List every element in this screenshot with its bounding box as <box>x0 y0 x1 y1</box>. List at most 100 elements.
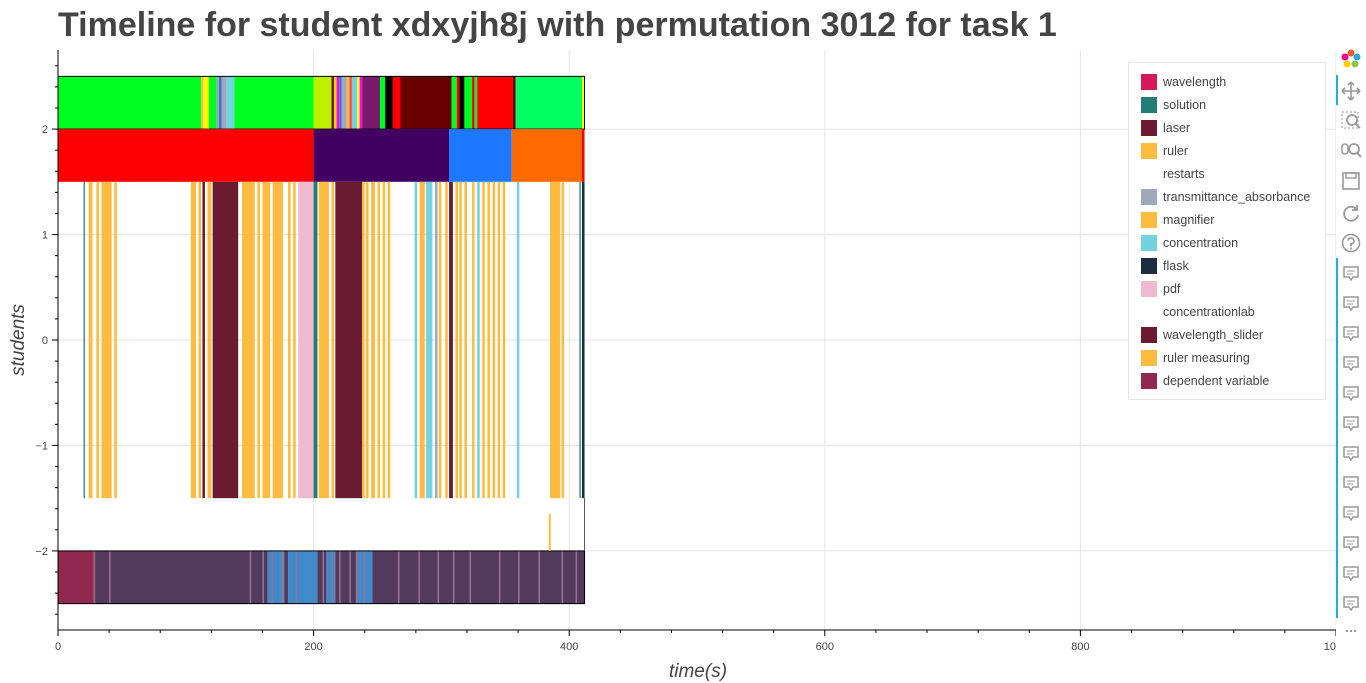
hover-icon[interactable] <box>1340 263 1362 285</box>
timeline-segment <box>88 181 93 499</box>
legend-item[interactable]: laser <box>1129 118 1325 141</box>
timeline-segment <box>281 550 284 604</box>
save-icon[interactable] <box>1340 170 1362 192</box>
hover-icon[interactable] <box>1340 503 1362 525</box>
legend: wavelength solution laser ruler restarts tran… <box>1128 62 1326 400</box>
legend-item[interactable]: solution <box>1129 95 1325 118</box>
timeline-segment <box>96 181 99 499</box>
timeline-segment <box>579 181 581 499</box>
timeline-segment <box>451 76 457 130</box>
timeline-plot[interactable]: 0 200 400 600 800 1000 2 1 0 −1 −2 time(s) student… <box>0 0 1336 683</box>
timeline-segment <box>216 76 220 130</box>
hover-icon[interactable] <box>1340 293 1362 315</box>
timeline-segment <box>445 181 448 499</box>
hover-icon[interactable] <box>1340 383 1362 405</box>
legend-swatch <box>1141 97 1157 113</box>
timeline-segment <box>201 76 204 130</box>
legend-swatch <box>1141 212 1157 228</box>
legend-item[interactable]: ruler measuring <box>1129 348 1325 371</box>
legend-item[interactable]: concentration <box>1129 233 1325 256</box>
pan-icon[interactable] <box>1340 80 1362 102</box>
box-zoom-icon[interactable] <box>1340 110 1362 132</box>
timeline-segment <box>298 181 312 499</box>
timeline-segment <box>435 181 438 499</box>
timeline-segment <box>351 76 358 130</box>
timeline-segment <box>346 76 350 130</box>
timeline-segment <box>95 550 268 604</box>
timeline-segment <box>293 181 296 499</box>
timeline-segment <box>487 181 490 499</box>
legend-swatch <box>1141 350 1157 366</box>
timeline-segment <box>456 76 460 130</box>
timeline-segment <box>362 76 381 130</box>
timeline-segment <box>511 129 582 182</box>
reset-icon[interactable] <box>1340 202 1362 224</box>
hover-icon[interactable] <box>1340 533 1362 555</box>
legend-label: concentration <box>1163 236 1239 250</box>
x-tick-label: 1000 <box>1324 641 1336 653</box>
timeline-segment <box>449 181 453 499</box>
timeline-segment <box>234 76 314 130</box>
hover-icon[interactable] <box>1340 323 1362 345</box>
restart-marker <box>548 514 551 551</box>
timeline-segment <box>58 550 94 604</box>
timeline-segment <box>469 550 472 604</box>
timeline-segment <box>207 181 212 499</box>
legend-item[interactable]: ruler <box>1129 141 1325 164</box>
timeline-segment <box>538 550 541 604</box>
timeline-segment <box>257 181 260 499</box>
timeline-segment <box>357 76 360 130</box>
hover-icon[interactable] <box>1340 473 1362 495</box>
help-icon[interactable] <box>1340 232 1362 254</box>
legend-item[interactable]: concentrationlab <box>1129 302 1325 325</box>
mores-icon[interactable] <box>1340 618 1362 640</box>
timeline-segment <box>464 181 467 499</box>
legend-item[interactable]: transmittance_absorbance <box>1129 187 1325 210</box>
legend-swatch <box>1141 373 1157 389</box>
timeline-segment <box>359 76 363 130</box>
timeline-segment <box>385 76 393 130</box>
wheel-zoom-icon[interactable] <box>1340 140 1362 162</box>
timeline-segment <box>363 550 365 604</box>
hover-icon[interactable] <box>1340 563 1362 585</box>
x-tick-label: 200 <box>304 641 322 653</box>
timeline-segment <box>581 76 585 130</box>
legend-item[interactable]: dependent variable <box>1129 371 1325 394</box>
legend-label: flask <box>1163 259 1189 273</box>
active-tool-indicator <box>1336 75 1338 105</box>
timeline-segment <box>322 550 325 604</box>
hover-icon[interactable] <box>1340 443 1362 465</box>
timeline-bars <box>57 75 586 605</box>
timeline-segment <box>419 181 425 499</box>
legend-label: laser <box>1163 121 1191 135</box>
timeline-segment <box>477 181 480 499</box>
timeline-segment <box>349 76 352 130</box>
legend-swatch <box>1141 235 1157 251</box>
hover-icon[interactable] <box>1340 413 1362 435</box>
timeline-segment <box>472 181 475 499</box>
timeline-segment <box>426 181 433 499</box>
legend-label: pdf <box>1163 282 1181 296</box>
legend-item[interactable]: wavelength_slider <box>1129 325 1325 348</box>
bokeh-logo-icon[interactable] <box>1340 48 1362 70</box>
timeline-segment <box>336 76 340 130</box>
y-tick-label: 0 <box>42 335 48 347</box>
legend-swatch <box>1141 281 1157 297</box>
chart-title: Timeline for student xdxyjh8j with permu… <box>58 6 1057 44</box>
legend-label: wavelength_slider <box>1163 328 1264 342</box>
timeline-segment <box>492 181 496 499</box>
legend-swatch <box>1141 189 1157 205</box>
legend-swatch <box>1141 327 1157 343</box>
legend-item[interactable]: flask <box>1129 256 1325 279</box>
timeline-segment <box>334 76 337 130</box>
legend-item[interactable]: pdf <box>1129 279 1325 302</box>
hover-icon[interactable] <box>1340 353 1362 375</box>
timeline-segment <box>382 181 386 499</box>
legend-item[interactable]: wavelength <box>1129 72 1325 95</box>
timeline-segment <box>437 550 440 604</box>
legend-item[interactable]: magnifier <box>1129 210 1325 233</box>
timeline-segment <box>581 181 585 499</box>
timeline-segment <box>326 550 336 604</box>
legend-item[interactable]: restarts <box>1129 164 1325 187</box>
hover-icon[interactable] <box>1340 593 1362 615</box>
